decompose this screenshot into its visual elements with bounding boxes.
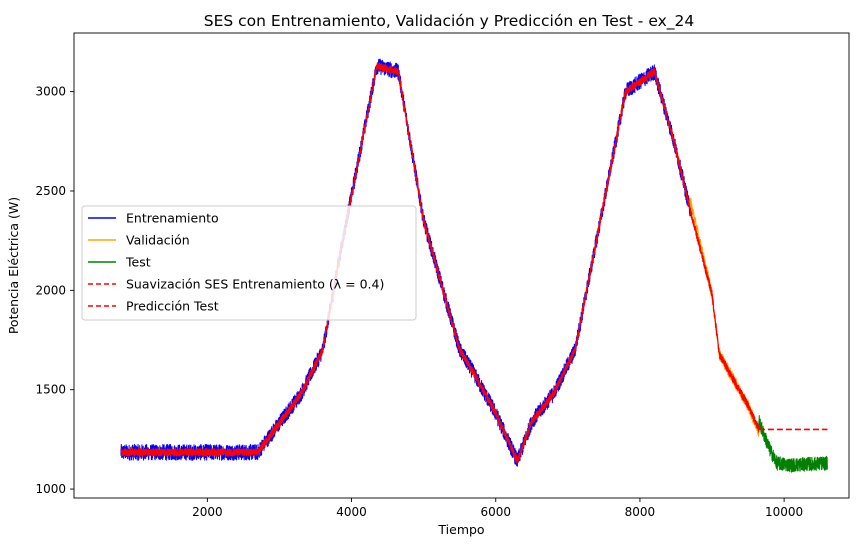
y-tick-label: 2500 (35, 184, 66, 198)
chart-title: SES con Entrenamiento, Validación y Pred… (204, 12, 694, 31)
x-tick-label: 6000 (480, 505, 511, 519)
legend-box (81, 205, 417, 321)
x-tick-label: 4000 (336, 505, 367, 519)
legend-label: Entrenamiento (126, 211, 219, 226)
series-line-1 (689, 197, 760, 437)
y-tick-label: 2000 (35, 283, 66, 297)
x-tick-label: 10000 (765, 505, 803, 519)
series-line-2 (758, 415, 828, 473)
series-line-3 (120, 62, 760, 464)
y-tick-label: 3000 (35, 85, 66, 99)
y-tick-label: 1500 (35, 383, 66, 397)
x-tick-label: 8000 (625, 505, 656, 519)
plot-frame (73, 32, 850, 499)
legend-label: Suavización SES Entrenamiento (λ = 0.4) (126, 277, 384, 292)
legend-label: Predicción Test (126, 299, 219, 314)
legend: Entrenamiento Validación Test Suavización S… (81, 205, 417, 321)
y-axis-label: Potencia Eléctrica (W) (6, 197, 21, 334)
y-tick-label: 1000 (35, 482, 66, 496)
x-tick-label: 2000 (192, 505, 223, 519)
x-axis-label: Tiempo (437, 522, 484, 537)
legend-label: Test (125, 255, 151, 270)
legend-label: Validación (126, 233, 190, 248)
